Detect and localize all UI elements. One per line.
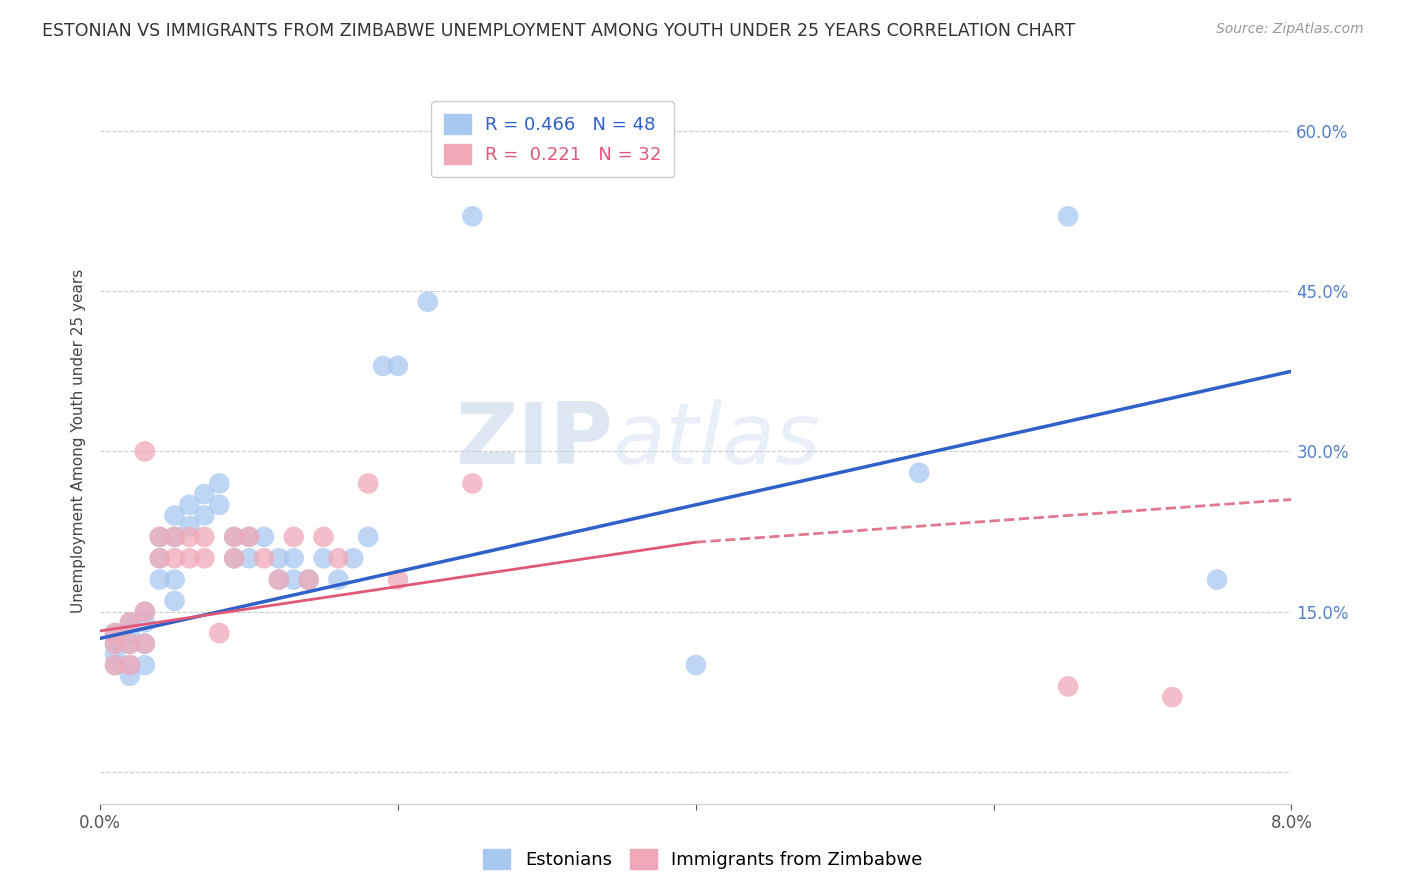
Point xyxy=(297,573,319,587)
Text: ESTONIAN VS IMMIGRANTS FROM ZIMBABWE UNEMPLOYMENT AMONG YOUTH UNDER 25 YEARS COR: ESTONIAN VS IMMIGRANTS FROM ZIMBABWE UNE… xyxy=(42,22,1076,40)
Point xyxy=(104,637,127,651)
Point xyxy=(283,573,305,587)
Point xyxy=(1161,690,1184,705)
Point xyxy=(238,551,260,566)
Point xyxy=(163,530,186,544)
Point xyxy=(104,637,127,651)
Point xyxy=(328,551,350,566)
Point xyxy=(357,530,380,544)
Point xyxy=(461,476,484,491)
Point xyxy=(179,530,201,544)
Text: Source: ZipAtlas.com: Source: ZipAtlas.com xyxy=(1216,22,1364,37)
Point xyxy=(149,573,172,587)
Point xyxy=(149,530,172,544)
Point xyxy=(328,573,350,587)
Point xyxy=(179,551,201,566)
Point xyxy=(357,476,380,491)
Point xyxy=(312,551,335,566)
Point xyxy=(193,530,215,544)
Point xyxy=(163,508,186,523)
Point xyxy=(104,658,127,673)
Y-axis label: Unemployment Among Youth under 25 years: Unemployment Among Youth under 25 years xyxy=(72,268,86,613)
Point xyxy=(461,210,484,224)
Point xyxy=(208,476,231,491)
Point xyxy=(134,637,156,651)
Point xyxy=(253,551,276,566)
Point xyxy=(118,658,141,673)
Point xyxy=(387,573,409,587)
Point xyxy=(118,637,141,651)
Point xyxy=(224,551,246,566)
Point xyxy=(163,551,186,566)
Point xyxy=(134,637,156,651)
Point xyxy=(134,658,156,673)
Point xyxy=(416,294,439,309)
Point xyxy=(104,626,127,640)
Point xyxy=(193,508,215,523)
Point xyxy=(312,530,335,544)
Point xyxy=(387,359,409,373)
Point xyxy=(118,669,141,683)
Point xyxy=(134,615,156,630)
Point xyxy=(224,530,246,544)
Point xyxy=(238,530,260,544)
Point xyxy=(1206,573,1229,587)
Point xyxy=(193,487,215,501)
Legend: R = 0.466   N = 48, R =  0.221   N = 32: R = 0.466 N = 48, R = 0.221 N = 32 xyxy=(432,101,675,177)
Point xyxy=(371,359,394,373)
Point xyxy=(908,466,931,480)
Point xyxy=(179,498,201,512)
Text: atlas: atlas xyxy=(613,400,820,483)
Point xyxy=(149,551,172,566)
Point xyxy=(224,530,246,544)
Point xyxy=(118,637,141,651)
Point xyxy=(118,626,141,640)
Point xyxy=(1057,680,1080,694)
Point xyxy=(134,605,156,619)
Legend: Estonians, Immigrants from Zimbabwe: Estonians, Immigrants from Zimbabwe xyxy=(474,839,932,879)
Point xyxy=(1057,210,1080,224)
Point xyxy=(267,573,290,587)
Point xyxy=(104,648,127,662)
Point xyxy=(283,551,305,566)
Point xyxy=(238,530,260,544)
Point xyxy=(193,551,215,566)
Point xyxy=(208,498,231,512)
Point xyxy=(283,530,305,544)
Point xyxy=(104,658,127,673)
Point xyxy=(104,626,127,640)
Point xyxy=(163,594,186,608)
Point xyxy=(253,530,276,544)
Point xyxy=(297,573,319,587)
Point xyxy=(179,519,201,533)
Point xyxy=(149,551,172,566)
Point xyxy=(118,658,141,673)
Point xyxy=(149,530,172,544)
Point xyxy=(118,615,141,630)
Point xyxy=(163,530,186,544)
Point xyxy=(342,551,364,566)
Point xyxy=(267,551,290,566)
Point xyxy=(134,605,156,619)
Point xyxy=(224,551,246,566)
Text: ZIP: ZIP xyxy=(454,400,613,483)
Point xyxy=(267,573,290,587)
Point xyxy=(118,615,141,630)
Point xyxy=(208,626,231,640)
Point xyxy=(163,573,186,587)
Point xyxy=(685,658,707,673)
Point xyxy=(134,444,156,458)
